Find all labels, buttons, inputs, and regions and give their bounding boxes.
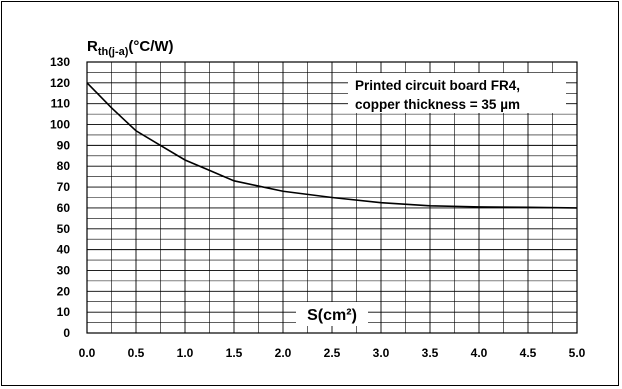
x-tick-label: 1.0	[177, 346, 194, 360]
x-tick-label: 3.0	[373, 346, 390, 360]
y-tick-label: 110	[51, 97, 71, 111]
x-tick-label: 4.0	[471, 346, 488, 360]
y-tick-label: 30	[57, 263, 71, 277]
y-tick-label: 120	[50, 76, 70, 90]
y-axis-label-main: R	[87, 38, 98, 55]
annotation-line-2: copper thickness = 35 µm	[355, 97, 520, 112]
y-axis-label: Rth(j-a)(°C/W)	[87, 38, 174, 58]
y-tick-label: 40	[57, 243, 71, 257]
x-tick-label: 1.5	[226, 346, 243, 360]
x-tick-label: 0.5	[128, 346, 145, 360]
y-tick-label: 90	[57, 138, 71, 152]
annotation-line-1: Printed circuit board FR4,	[355, 78, 520, 93]
plot-border	[86, 61, 578, 334]
x-axis-label-box	[296, 302, 368, 326]
y-tick-labels: 0 10 20 30 40 50 60 70 80 90 100 110 120 130	[50, 55, 70, 340]
series-line	[86, 82, 578, 209]
y-tick-label: 80	[57, 159, 71, 173]
y-tick-label: 60	[57, 201, 71, 215]
y-axis-label-unit: (°C/W)	[128, 38, 173, 55]
x-tick-label: 2.5	[324, 346, 341, 360]
y-tick-label: 0	[63, 326, 70, 340]
y-tick-label: 130	[50, 55, 70, 69]
x-tick-label: 2.0	[275, 346, 292, 360]
x-tick-label: 3.5	[422, 346, 439, 360]
y-axis-label-subscript: th(j-a)	[98, 46, 129, 58]
x-tick-label: 0.0	[79, 346, 96, 360]
y-tick-label: 100	[50, 118, 70, 132]
x-tick-label: 5.0	[569, 346, 586, 360]
x-tick-label: 4.5	[520, 346, 537, 360]
y-tick-label: 70	[57, 180, 71, 194]
annotation-box	[348, 73, 566, 113]
y-tick-label: 20	[57, 284, 71, 298]
x-axis-label: S(cm²)	[307, 307, 357, 324]
y-tick-label: 10	[57, 305, 71, 319]
y-tick-label: 50	[57, 222, 71, 236]
x-tick-labels: 0.0 0.5 1.0 1.5 2.0 2.5 3.0 3.5 4.0 4.5 5.0	[79, 346, 586, 360]
